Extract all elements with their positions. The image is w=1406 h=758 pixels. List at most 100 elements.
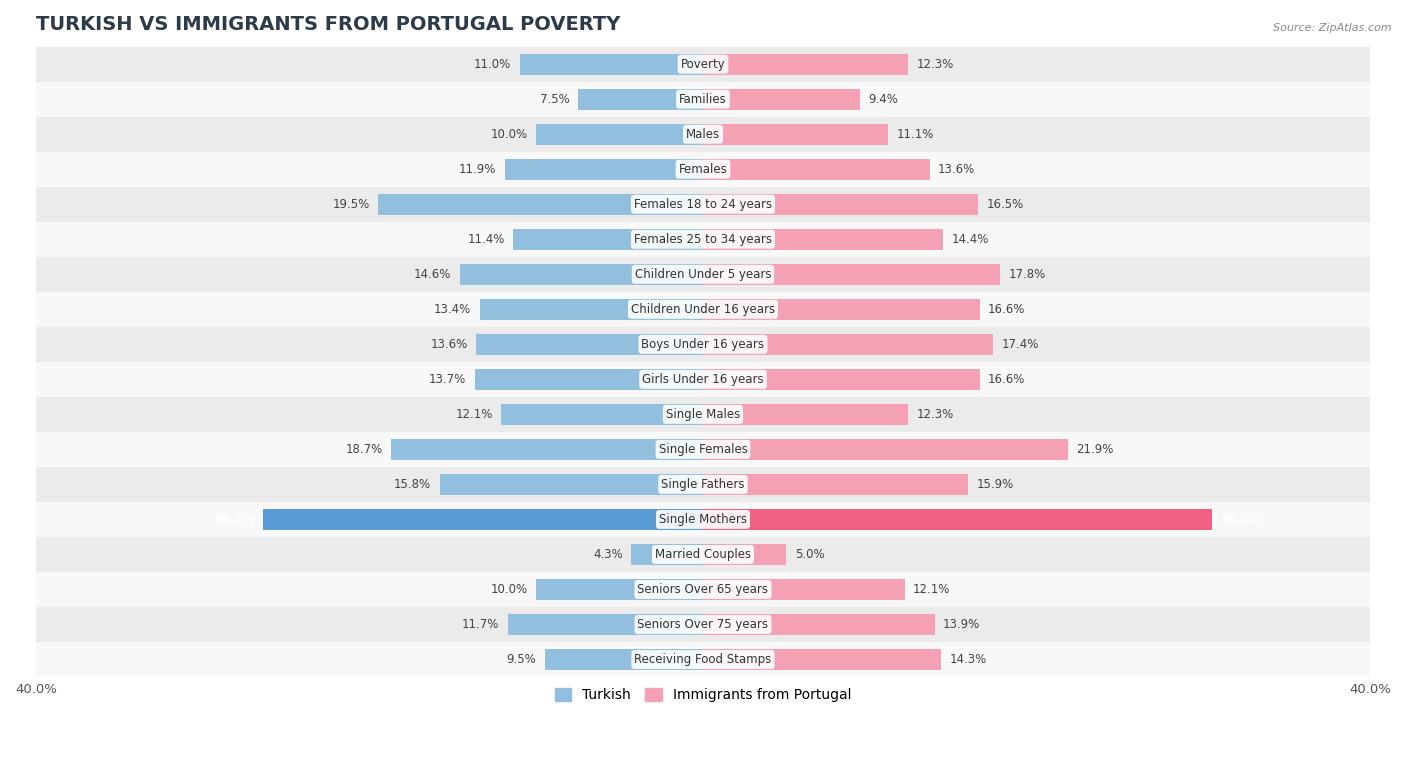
Bar — [37, 82, 1369, 117]
Bar — [37, 292, 1369, 327]
Bar — [440, 474, 703, 495]
Text: Girls Under 16 years: Girls Under 16 years — [643, 373, 763, 386]
Bar — [631, 544, 703, 565]
Bar — [460, 264, 703, 285]
Text: 9.5%: 9.5% — [506, 653, 536, 666]
Bar — [703, 194, 979, 215]
Bar — [544, 649, 703, 670]
Text: Poverty: Poverty — [681, 58, 725, 70]
Bar — [37, 222, 1369, 257]
Bar — [37, 152, 1369, 186]
Text: Single Males: Single Males — [666, 408, 740, 421]
Bar — [703, 124, 889, 145]
Bar — [703, 89, 859, 110]
Text: TURKISH VS IMMIGRANTS FROM PORTUGAL POVERTY: TURKISH VS IMMIGRANTS FROM PORTUGAL POVE… — [37, 15, 620, 34]
Bar — [703, 579, 905, 600]
Text: 7.5%: 7.5% — [540, 92, 569, 105]
Bar — [37, 642, 1369, 677]
Text: Single Mothers: Single Mothers — [659, 513, 747, 526]
Bar — [378, 194, 703, 215]
Bar — [263, 509, 703, 530]
Bar — [703, 649, 942, 670]
Text: 16.6%: 16.6% — [988, 302, 1025, 316]
Bar — [37, 397, 1369, 432]
Bar — [501, 404, 703, 425]
Text: 13.6%: 13.6% — [938, 163, 976, 176]
Bar — [37, 537, 1369, 572]
Bar — [703, 299, 980, 320]
Text: 11.1%: 11.1% — [897, 127, 934, 141]
Text: 19.5%: 19.5% — [332, 198, 370, 211]
Text: 30.5%: 30.5% — [1220, 513, 1261, 526]
Text: 26.4%: 26.4% — [214, 513, 254, 526]
Bar — [37, 327, 1369, 362]
Text: Boys Under 16 years: Boys Under 16 years — [641, 338, 765, 351]
Bar — [37, 186, 1369, 222]
Bar — [37, 362, 1369, 397]
Text: 15.8%: 15.8% — [394, 478, 432, 491]
Text: Females 18 to 24 years: Females 18 to 24 years — [634, 198, 772, 211]
Bar — [37, 47, 1369, 82]
Text: 12.1%: 12.1% — [912, 583, 950, 596]
Bar — [703, 158, 929, 180]
Text: 12.3%: 12.3% — [917, 58, 953, 70]
Text: 10.0%: 10.0% — [491, 127, 527, 141]
Bar — [703, 404, 908, 425]
Bar — [391, 439, 703, 460]
Text: Receiving Food Stamps: Receiving Food Stamps — [634, 653, 772, 666]
Text: Married Couples: Married Couples — [655, 548, 751, 561]
Text: Single Fathers: Single Fathers — [661, 478, 745, 491]
Bar — [508, 614, 703, 635]
Bar — [37, 467, 1369, 502]
Bar — [479, 299, 703, 320]
Text: Single Females: Single Females — [658, 443, 748, 456]
Text: 18.7%: 18.7% — [346, 443, 382, 456]
Bar — [703, 334, 993, 355]
Bar — [703, 229, 943, 250]
Text: 14.3%: 14.3% — [950, 653, 987, 666]
Text: Males: Males — [686, 127, 720, 141]
Text: 13.9%: 13.9% — [943, 618, 980, 631]
Text: 10.0%: 10.0% — [491, 583, 527, 596]
Text: Children Under 5 years: Children Under 5 years — [634, 268, 772, 280]
Bar — [477, 334, 703, 355]
Text: 11.9%: 11.9% — [458, 163, 496, 176]
Text: Seniors Over 65 years: Seniors Over 65 years — [637, 583, 769, 596]
Text: 12.1%: 12.1% — [456, 408, 494, 421]
Text: Families: Families — [679, 92, 727, 105]
Bar — [37, 117, 1369, 152]
Text: 17.8%: 17.8% — [1008, 268, 1046, 280]
Bar — [536, 579, 703, 600]
Text: 4.3%: 4.3% — [593, 548, 623, 561]
Bar — [578, 89, 703, 110]
Bar — [37, 432, 1369, 467]
Bar — [703, 614, 935, 635]
Bar — [505, 158, 703, 180]
Text: 13.4%: 13.4% — [434, 302, 471, 316]
Bar — [520, 54, 703, 75]
Text: 11.4%: 11.4% — [467, 233, 505, 246]
Text: 15.9%: 15.9% — [977, 478, 1014, 491]
Bar — [37, 257, 1369, 292]
Text: Females 25 to 34 years: Females 25 to 34 years — [634, 233, 772, 246]
Bar — [703, 369, 980, 390]
Bar — [703, 54, 908, 75]
Text: 14.4%: 14.4% — [952, 233, 988, 246]
Bar — [703, 509, 1212, 530]
Text: 16.5%: 16.5% — [987, 198, 1024, 211]
Bar — [703, 544, 786, 565]
Text: 12.3%: 12.3% — [917, 408, 953, 421]
Bar — [703, 439, 1069, 460]
Legend: Turkish, Immigrants from Portugal: Turkish, Immigrants from Portugal — [550, 683, 856, 708]
Text: Source: ZipAtlas.com: Source: ZipAtlas.com — [1274, 23, 1392, 33]
Text: 21.9%: 21.9% — [1077, 443, 1114, 456]
Bar — [37, 572, 1369, 607]
Bar — [536, 124, 703, 145]
Bar — [37, 502, 1369, 537]
Text: 17.4%: 17.4% — [1001, 338, 1039, 351]
Bar — [37, 607, 1369, 642]
Text: 16.6%: 16.6% — [988, 373, 1025, 386]
Text: 11.7%: 11.7% — [463, 618, 499, 631]
Bar — [475, 369, 703, 390]
Text: Seniors Over 75 years: Seniors Over 75 years — [637, 618, 769, 631]
